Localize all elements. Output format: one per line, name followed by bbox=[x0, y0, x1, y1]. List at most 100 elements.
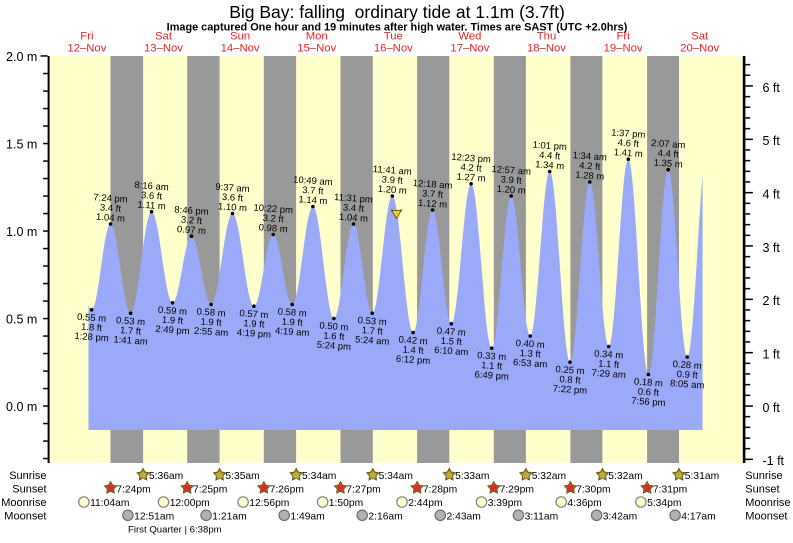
svg-text:0.55 m: 0.55 m bbox=[77, 312, 107, 325]
svg-text:1.1 ft: 1.1 ft bbox=[598, 358, 620, 370]
svg-text:17–Nov: 17–Nov bbox=[450, 43, 489, 55]
svg-text:6 ft: 6 ft bbox=[763, 81, 781, 95]
svg-text:1.28 m: 1.28 m bbox=[575, 170, 605, 183]
svg-text:Moonset: Moonset bbox=[4, 510, 46, 522]
svg-text:6:10 am: 6:10 am bbox=[434, 345, 469, 358]
svg-text:0.33 m: 0.33 m bbox=[477, 350, 507, 363]
svg-text:0.6 ft: 0.6 ft bbox=[637, 386, 659, 398]
svg-text:3:39pm: 3:39pm bbox=[488, 498, 522, 509]
svg-text:Sat: Sat bbox=[155, 30, 173, 42]
svg-text:3.7 ft: 3.7 ft bbox=[302, 185, 324, 197]
svg-text:10:22 pm: 10:22 pm bbox=[253, 203, 293, 217]
svg-text:11:31 pm: 11:31 pm bbox=[334, 192, 374, 206]
svg-text:7:56 pm: 7:56 pm bbox=[631, 396, 666, 409]
svg-text:1.14 m: 1.14 m bbox=[298, 194, 328, 207]
svg-text:12:18 am: 12:18 am bbox=[412, 178, 452, 192]
svg-text:4.4 ft: 4.4 ft bbox=[657, 148, 679, 160]
svg-text:1:49am: 1:49am bbox=[290, 511, 324, 522]
svg-text:2:43am: 2:43am bbox=[447, 511, 481, 522]
svg-text:1.04 m: 1.04 m bbox=[96, 212, 126, 225]
svg-text:2.0 m: 2.0 m bbox=[6, 50, 37, 64]
svg-text:7:31pm: 7:31pm bbox=[653, 484, 687, 495]
svg-text:5:32am: 5:32am bbox=[608, 471, 642, 482]
svg-text:Moonrise: Moonrise bbox=[1, 497, 46, 509]
svg-text:1.11 m: 1.11 m bbox=[137, 200, 166, 213]
svg-text:0.8 ft: 0.8 ft bbox=[559, 374, 581, 386]
svg-text:1.8 ft: 1.8 ft bbox=[81, 322, 103, 334]
svg-text:8:16 am: 8:16 am bbox=[134, 180, 169, 193]
svg-text:0 ft: 0 ft bbox=[763, 401, 781, 415]
svg-text:5:31am: 5:31am bbox=[685, 471, 719, 482]
svg-text:1.7 ft: 1.7 ft bbox=[361, 325, 383, 337]
svg-text:1.5 ft: 1.5 ft bbox=[440, 336, 462, 348]
svg-text:18–Nov: 18–Nov bbox=[527, 43, 566, 55]
svg-text:3.4 ft: 3.4 ft bbox=[100, 202, 122, 214]
svg-text:7:26pm: 7:26pm bbox=[270, 484, 304, 495]
svg-text:7:24pm: 7:24pm bbox=[116, 484, 150, 495]
svg-text:1:28 pm: 1:28 pm bbox=[74, 331, 109, 344]
svg-text:5:24 pm: 5:24 pm bbox=[316, 340, 351, 353]
svg-text:Sunset: Sunset bbox=[12, 483, 46, 495]
svg-text:20–Nov: 20–Nov bbox=[680, 43, 719, 55]
svg-text:0.0 m: 0.0 m bbox=[6, 400, 37, 414]
svg-text:0.58 m: 0.58 m bbox=[277, 306, 307, 319]
svg-text:10:49 am: 10:49 am bbox=[293, 175, 333, 189]
svg-text:1.9 ft: 1.9 ft bbox=[243, 318, 265, 330]
svg-text:6:12 pm: 6:12 pm bbox=[396, 354, 431, 367]
svg-text:4.2 ft: 4.2 ft bbox=[460, 162, 482, 174]
svg-text:0.53 m: 0.53 m bbox=[116, 315, 146, 328]
svg-text:12:56pm: 12:56pm bbox=[249, 498, 289, 509]
svg-text:-1 ft: -1 ft bbox=[763, 454, 785, 468]
svg-text:3 ft: 3 ft bbox=[763, 241, 781, 255]
svg-text:Big Bay: falling ordinary tid: Big Bay: falling ordinary tide at 1.1m (… bbox=[229, 2, 565, 22]
svg-text:9:37 am: 9:37 am bbox=[215, 182, 250, 195]
svg-text:1.35 m: 1.35 m bbox=[653, 157, 683, 170]
svg-text:0.47 m: 0.47 m bbox=[436, 326, 466, 339]
svg-text:13–Nov: 13–Nov bbox=[144, 43, 183, 55]
svg-text:Sunrise: Sunrise bbox=[9, 470, 46, 482]
svg-text:1:41 am: 1:41 am bbox=[113, 334, 148, 347]
svg-text:6:49 pm: 6:49 pm bbox=[474, 369, 509, 382]
svg-text:1:50pm: 1:50pm bbox=[329, 498, 363, 509]
svg-text:1.20 m: 1.20 m bbox=[377, 184, 407, 197]
svg-text:15–Nov: 15–Nov bbox=[297, 43, 336, 55]
svg-text:1.9 ft: 1.9 ft bbox=[281, 316, 303, 328]
svg-text:Sunrise: Sunrise bbox=[745, 470, 782, 482]
svg-text:0.58 m: 0.58 m bbox=[196, 306, 226, 319]
svg-text:7:30pm: 7:30pm bbox=[576, 484, 610, 495]
svg-text:4:36pm: 4:36pm bbox=[567, 498, 601, 509]
svg-text:Moonset: Moonset bbox=[745, 510, 787, 522]
svg-text:0.42 m: 0.42 m bbox=[398, 334, 428, 347]
svg-text:1.5 m: 1.5 m bbox=[6, 138, 37, 152]
svg-text:7:25pm: 7:25pm bbox=[193, 484, 227, 495]
svg-text:Wed: Wed bbox=[458, 30, 481, 42]
svg-text:1.04 m: 1.04 m bbox=[339, 212, 369, 225]
svg-text:0.28 m: 0.28 m bbox=[672, 359, 702, 372]
svg-text:7:27pm: 7:27pm bbox=[346, 484, 380, 495]
svg-text:1.9 ft: 1.9 ft bbox=[162, 315, 184, 327]
svg-text:0.18 m: 0.18 m bbox=[633, 376, 663, 389]
svg-text:1.41 m: 1.41 m bbox=[613, 147, 643, 160]
svg-text:2:07 am: 2:07 am bbox=[651, 138, 686, 151]
svg-text:2 ft: 2 ft bbox=[763, 294, 781, 308]
svg-text:3:42am: 3:42am bbox=[603, 511, 637, 522]
svg-text:0.9 ft: 0.9 ft bbox=[676, 369, 698, 381]
svg-text:1:01 pm: 1:01 pm bbox=[532, 140, 567, 153]
svg-text:Fri: Fri bbox=[80, 30, 93, 42]
svg-text:6:53 am: 6:53 am bbox=[513, 357, 548, 370]
svg-text:Image captured One hour and 19: Image captured One hour and 19 minutes a… bbox=[167, 22, 628, 34]
svg-text:Mon: Mon bbox=[306, 30, 328, 42]
svg-text:5:35am: 5:35am bbox=[225, 471, 259, 482]
svg-text:7:29 am: 7:29 am bbox=[591, 368, 626, 381]
svg-text:Sat: Sat bbox=[691, 30, 709, 42]
svg-text:3.9 ft: 3.9 ft bbox=[381, 174, 403, 186]
svg-text:12:23 pm: 12:23 pm bbox=[451, 152, 491, 166]
svg-text:7:24 pm: 7:24 pm bbox=[93, 192, 128, 205]
svg-text:11:41 am: 11:41 am bbox=[372, 164, 412, 178]
svg-text:3.9 ft: 3.9 ft bbox=[500, 174, 522, 186]
svg-text:4 ft: 4 ft bbox=[763, 188, 781, 202]
svg-text:2:16am: 2:16am bbox=[368, 511, 402, 522]
svg-text:0.40 m: 0.40 m bbox=[515, 338, 545, 351]
svg-text:1:37 pm: 1:37 pm bbox=[611, 128, 646, 141]
svg-text:8:46 pm: 8:46 pm bbox=[174, 205, 209, 218]
